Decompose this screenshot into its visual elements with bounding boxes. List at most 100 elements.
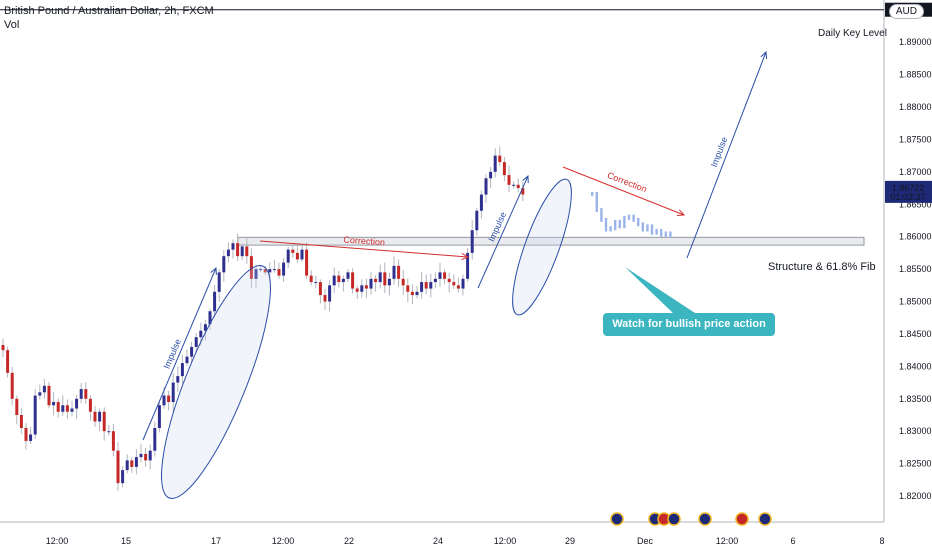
candle-body bbox=[383, 272, 387, 286]
correction-arrow-2-head bbox=[676, 209, 686, 217]
projection-bar bbox=[614, 219, 617, 231]
currency-badge[interactable]: AUD bbox=[888, 4, 924, 19]
candle-body bbox=[24, 427, 28, 441]
candle-body bbox=[410, 291, 414, 296]
x-tick-label: 24 bbox=[433, 536, 443, 546]
candle-body bbox=[323, 295, 327, 302]
candle-body bbox=[10, 372, 14, 399]
candle-body bbox=[139, 453, 143, 458]
candle-body bbox=[19, 415, 23, 428]
candle-body bbox=[130, 460, 134, 467]
projection-bar bbox=[669, 231, 672, 238]
candle-body bbox=[337, 275, 341, 283]
candle-body bbox=[443, 272, 447, 279]
impulse-arrow-3 bbox=[686, 51, 767, 259]
y-tick-label: 1.86000 bbox=[899, 232, 932, 242]
candle-body bbox=[148, 450, 152, 461]
candle-body bbox=[84, 389, 88, 399]
candle-body bbox=[374, 278, 378, 283]
candle-body bbox=[364, 285, 368, 289]
candle-body bbox=[452, 282, 456, 286]
x-tick-label: 8 bbox=[879, 536, 884, 546]
candle-body bbox=[47, 385, 51, 406]
candle-body bbox=[52, 402, 56, 406]
candle-body bbox=[272, 269, 276, 271]
candle-body bbox=[291, 249, 295, 253]
candle-body bbox=[65, 405, 69, 412]
correction-label-2: Correction bbox=[606, 170, 648, 194]
callout-box: Watch for bullish price action bbox=[603, 313, 775, 336]
candle-body bbox=[190, 346, 194, 357]
key-level-label: Daily Key Level bbox=[818, 28, 887, 39]
y-tick-label: 1.87500 bbox=[899, 134, 932, 144]
candle-body bbox=[29, 434, 33, 441]
projection-bar bbox=[623, 215, 626, 229]
candle-body bbox=[259, 269, 263, 271]
candle-body bbox=[185, 356, 189, 364]
candle-body bbox=[79, 389, 83, 399]
x-tick-label: 17 bbox=[211, 536, 221, 546]
candle-body bbox=[38, 392, 42, 396]
event-flag-icon bbox=[667, 512, 681, 526]
candle-body bbox=[489, 171, 493, 179]
x-tick-label: 12:00 bbox=[272, 536, 295, 546]
projection-bar bbox=[637, 217, 640, 227]
candle-body bbox=[406, 285, 410, 292]
candle-body bbox=[125, 460, 129, 471]
projection-bar bbox=[600, 208, 603, 222]
candle-body bbox=[415, 291, 419, 296]
x-tick-label: 12:00 bbox=[46, 536, 69, 546]
x-tick-label: Dec bbox=[637, 536, 654, 546]
candle-body bbox=[493, 155, 497, 172]
current-price-text: 1.86722 bbox=[892, 183, 925, 193]
y-tick-label: 1.84500 bbox=[899, 329, 932, 339]
impulse-arrow-2-head bbox=[522, 174, 529, 184]
projection-bar bbox=[650, 224, 654, 235]
y-tick-label: 1.83000 bbox=[899, 426, 932, 436]
candle-body bbox=[61, 405, 65, 412]
candle-body bbox=[56, 402, 60, 412]
y-tick-label: 1.88500 bbox=[899, 70, 932, 80]
impulse-label-3: Impulse bbox=[709, 135, 730, 168]
candle-body bbox=[282, 262, 286, 276]
projection-bar bbox=[618, 219, 621, 229]
y-tick-label: 1.87000 bbox=[899, 167, 932, 177]
projection-bar bbox=[641, 222, 644, 232]
candle-body bbox=[199, 330, 203, 338]
candle-body bbox=[447, 278, 451, 283]
projection-bar bbox=[632, 214, 635, 222]
candle-body bbox=[240, 246, 244, 257]
candle-body bbox=[286, 249, 290, 263]
candle-body bbox=[254, 269, 258, 279]
candle-body bbox=[208, 311, 212, 325]
candle-body bbox=[245, 246, 249, 257]
countdown-text: 01:03:37 bbox=[890, 192, 925, 202]
candle-body bbox=[107, 431, 111, 433]
candle-body bbox=[176, 376, 180, 383]
candle-body bbox=[300, 249, 304, 260]
candle-body bbox=[355, 288, 359, 292]
candle-body bbox=[144, 453, 148, 461]
y-tick-label: 1.85500 bbox=[899, 264, 932, 274]
candle-body bbox=[98, 411, 102, 422]
impulse-ellipse-2 bbox=[512, 178, 572, 316]
candle-body bbox=[433, 278, 437, 283]
candle-body bbox=[369, 278, 373, 289]
candle-body bbox=[461, 278, 465, 289]
correction-arrow-1-head bbox=[461, 253, 470, 261]
x-tick-label: 15 bbox=[121, 536, 131, 546]
candle-body bbox=[507, 175, 511, 185]
candle-body bbox=[305, 249, 309, 276]
candle-body bbox=[295, 252, 299, 260]
candle-body bbox=[387, 278, 391, 286]
y-tick-label: 1.86500 bbox=[899, 199, 932, 209]
y-tick-label: 1.89000 bbox=[899, 37, 932, 47]
candle-body bbox=[346, 272, 350, 279]
y-tick-label: 1.84000 bbox=[899, 361, 932, 371]
candle-body bbox=[88, 398, 92, 412]
candle-body bbox=[429, 282, 433, 289]
candle-body bbox=[231, 243, 235, 250]
correction-arrow-1 bbox=[259, 240, 469, 258]
candle-body bbox=[162, 395, 166, 406]
